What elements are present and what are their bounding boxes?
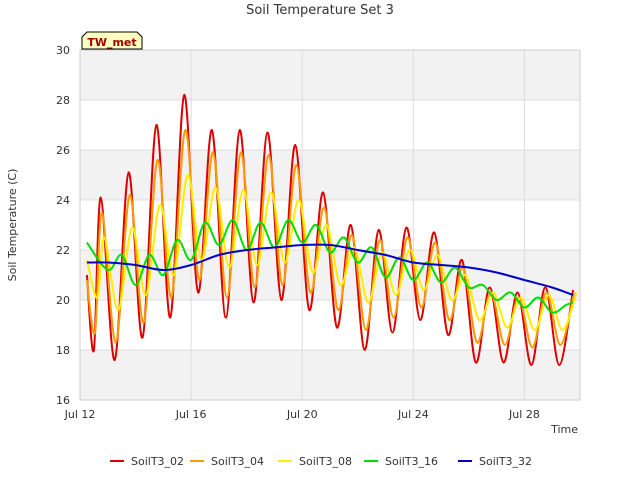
chart-title: Soil Temperature Set 3 bbox=[246, 3, 394, 18]
plot-frame bbox=[79, 49, 581, 401]
series-line-SoilT3_04 bbox=[85, 128, 576, 349]
legend-label-SoilT3_32: SoilT3_32 bbox=[479, 455, 532, 468]
series-lines bbox=[85, 93, 578, 367]
site-badge: TW_met bbox=[81, 31, 143, 50]
y-tick-label: 22 bbox=[56, 244, 70, 257]
legend-label-SoilT3_08: SoilT3_08 bbox=[299, 455, 352, 468]
x-tick-label: Jul 20 bbox=[286, 408, 318, 421]
legend: SoilT3_02 SoilT3_04 SoilT3_08 SoilT3_16 Soil… bbox=[110, 455, 532, 468]
y-tick-label: 18 bbox=[56, 344, 70, 357]
site-badge-label: TW_met bbox=[87, 36, 136, 49]
legend-label-SoilT3_04: SoilT3_04 bbox=[211, 455, 264, 468]
series-line-SoilT3_08 bbox=[85, 173, 578, 332]
legend-label-SoilT3_16: SoilT3_16 bbox=[385, 455, 438, 468]
y-axis-label: Soil Temperature (C) bbox=[6, 169, 19, 282]
y-tick-label: 28 bbox=[56, 94, 70, 107]
y-axis-ticks: 16 18 20 22 24 26 28 30 bbox=[56, 44, 70, 407]
site-badge-shape bbox=[81, 31, 143, 50]
series-line-SoilT3_02 bbox=[85, 93, 575, 367]
plot-background-bands bbox=[80, 50, 580, 400]
y-tick-label: 30 bbox=[56, 44, 70, 57]
band-16-18 bbox=[80, 350, 580, 400]
series-line-SoilT3_32 bbox=[86, 243, 574, 296]
legend-label-SoilT3_02: SoilT3_02 bbox=[131, 455, 184, 468]
x-tick-label: Jul 24 bbox=[397, 408, 429, 421]
x-axis-label: Time bbox=[550, 423, 578, 436]
y-tick-label: 26 bbox=[56, 144, 70, 157]
x-tick-label: Jul 28 bbox=[508, 408, 540, 421]
y-tick-label: 24 bbox=[56, 194, 70, 207]
x-tick-label: Jul 12 bbox=[64, 408, 96, 421]
x-axis-ticks: Jul 12 Jul 16 Jul 20 Jul 24 Jul 28 bbox=[64, 408, 540, 421]
y-tick-label: 20 bbox=[56, 294, 70, 307]
band-28-30 bbox=[80, 50, 580, 100]
y-tick-label: 16 bbox=[56, 394, 70, 407]
band-24-26 bbox=[80, 150, 580, 200]
x-tick-label: Jul 16 bbox=[175, 408, 207, 421]
